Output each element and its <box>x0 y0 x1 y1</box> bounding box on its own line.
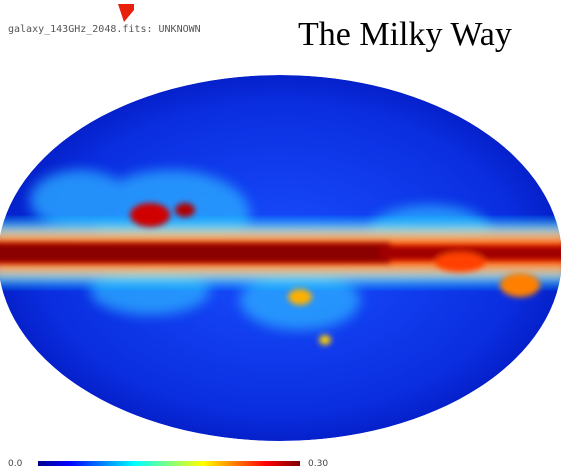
colorbar-max-label: 0.30 <box>308 459 328 469</box>
sky-map-figure: galaxy_143GHz_2048.fits: UNKNOWN The Mil… <box>0 0 561 470</box>
map-header: galaxy_143GHz_2048.fits: UNKNOWN <box>8 24 201 35</box>
overlay-title: The Milky Way <box>298 16 512 53</box>
page: {"header": {"title": "galaxy_143GHz_2048… <box>0 0 561 470</box>
colorbar <box>38 461 300 466</box>
arrow <box>118 4 134 22</box>
colorbar-min-label: 0.0 <box>8 459 23 469</box>
mollweide-map <box>0 75 561 441</box>
